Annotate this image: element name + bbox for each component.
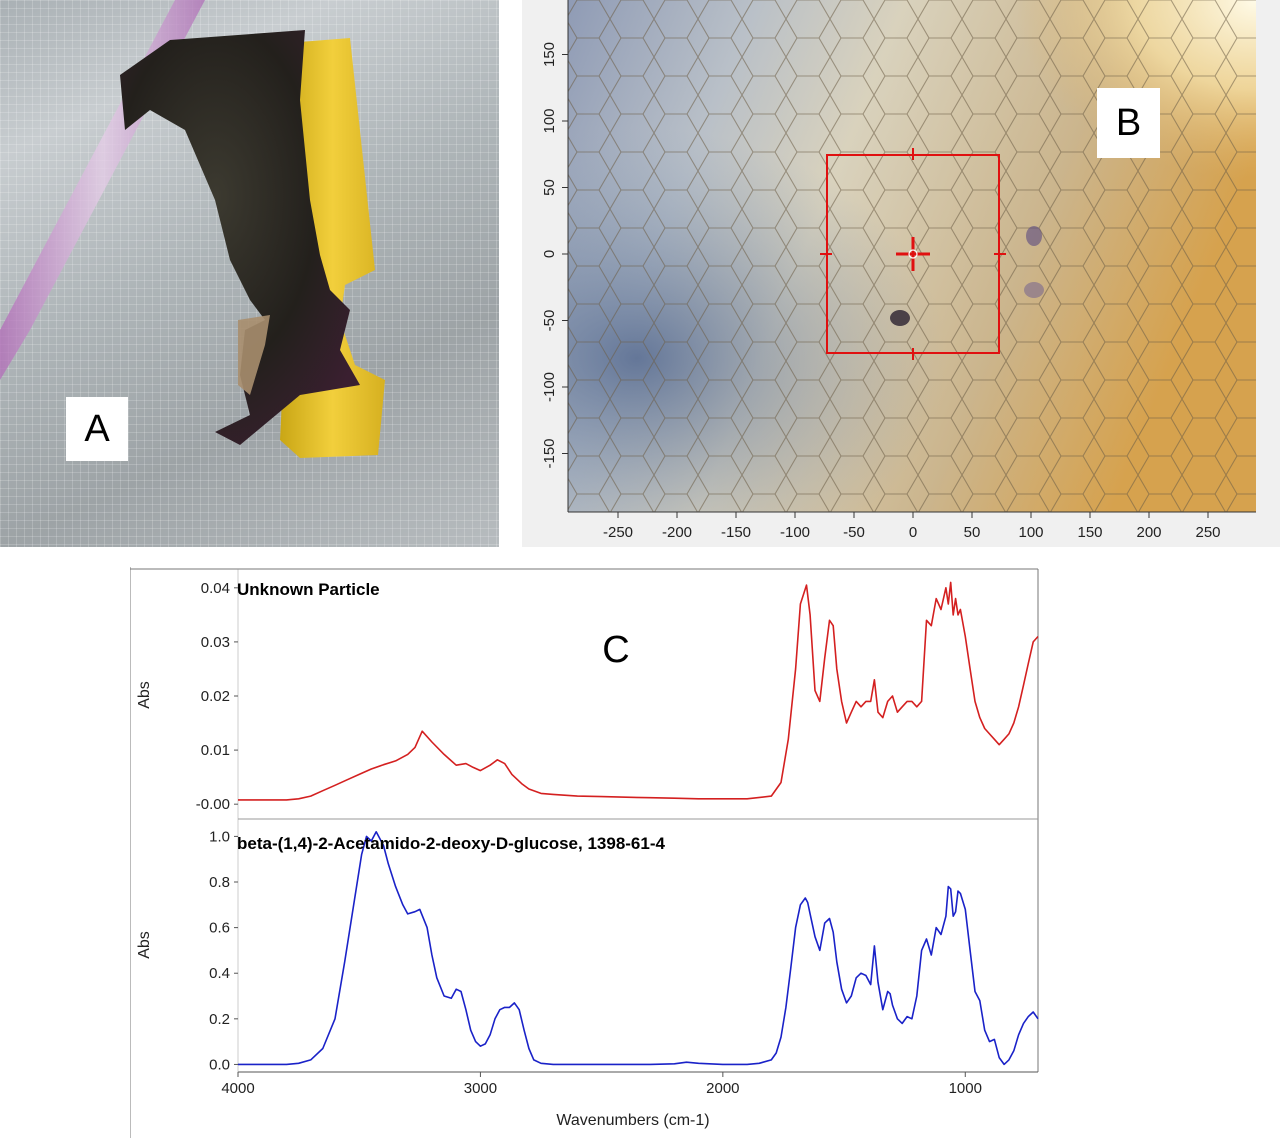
spectrum-line-1-0 (238, 831, 1039, 1066)
x-tick-label: -200 (662, 524, 692, 541)
panel-label-b: B (1097, 88, 1160, 158)
panel-label-c: C (602, 628, 630, 671)
y-axis-ticks: 150 100 50 0 -50 -100 -150 (541, 42, 568, 469)
tan-fragment (238, 315, 270, 395)
panel-label-a: A (66, 397, 128, 461)
x-axis-ticks: -250 -200 -150 -100 -50 0 50 100 150 200 250 (603, 512, 1221, 541)
y-tick-label: 0.04 (201, 580, 230, 597)
y-tick-label: 0.03 (201, 634, 230, 651)
spectrum-line-0-0 (238, 581, 1039, 801)
x-tick-label: 1000 (949, 1080, 982, 1097)
y-tick-label: 0.4 (209, 965, 230, 982)
spectrum-title-top: Unknown Particle (237, 580, 380, 599)
x-tick-label: -100 (780, 524, 810, 541)
y-tick-label: 0.02 (201, 688, 230, 705)
y-tick-label: 0.0 (209, 1056, 230, 1073)
spectrum-title-bottom: beta-(1,4)-2-Acetamido-2-deoxy-D-glucose… (237, 834, 666, 853)
y-tick-label: 0.6 (209, 920, 230, 937)
specimen-illustration (0, 0, 385, 458)
y-tick-label: 0.8 (209, 874, 230, 891)
y-tick-label: 150 (541, 42, 558, 67)
spectrum-top: 0.04 0.03 0.02 0.01 -0.00 (196, 580, 1039, 813)
x-tick-label: -50 (843, 524, 865, 541)
spectra-frame (130, 567, 1039, 1138)
axis-frame (567, 0, 1256, 513)
y-tick-label: 1.0 (209, 828, 230, 845)
x-tick-label: 4000 (221, 1080, 254, 1097)
panel-b-microscope-view: -250 -200 -150 -100 -50 0 50 100 150 200 250 150 10… (522, 0, 1280, 547)
y-tick-label: -0.00 (196, 796, 230, 813)
dark-pigmented-layer (120, 30, 360, 445)
y-tick-label: 50 (541, 179, 558, 196)
spectrum-bottom: 1.0 0.8 0.6 0.4 0.2 0.0 (209, 828, 1039, 1073)
panel-a-photo: A (0, 0, 499, 547)
x-axis-label: Wavenumbers (cm-1) (556, 1112, 709, 1129)
x-tick-label: 250 (1195, 524, 1220, 541)
y-tick-label: -100 (541, 372, 558, 402)
x-tick-label: 100 (1018, 524, 1043, 541)
x-tick-label: -250 (603, 524, 633, 541)
y-tick-label: 0 (541, 250, 558, 258)
crosshair-icon (896, 237, 930, 271)
y-tick-label: -50 (541, 310, 558, 332)
y-tick-label: -150 (541, 438, 558, 468)
y-tick-label: 100 (541, 108, 558, 133)
x-tick-label: -150 (721, 524, 751, 541)
x-tick-label: 150 (1077, 524, 1102, 541)
x-tick-label: 200 (1136, 524, 1161, 541)
x-tick-label: 2000 (706, 1080, 739, 1097)
y-axis-label-top: Abs (136, 681, 153, 709)
x-tick-label: 3000 (464, 1080, 497, 1097)
y-tick-label: 0.2 (209, 1011, 230, 1028)
measurement-marker (820, 148, 1006, 360)
x-tick-label: 50 (964, 524, 981, 541)
y-axis-label-bottom: Abs (136, 931, 153, 959)
x-axis-ticks: 4000 3000 2000 1000 (221, 1072, 982, 1097)
panel-c-ir-spectra: 0.04 0.03 0.02 0.01 -0.00 1.0 0.8 0.6 0.4 0.2 0.0… (130, 567, 1040, 1138)
y-tick-label: 0.01 (201, 742, 230, 759)
x-tick-label: 0 (909, 524, 917, 541)
